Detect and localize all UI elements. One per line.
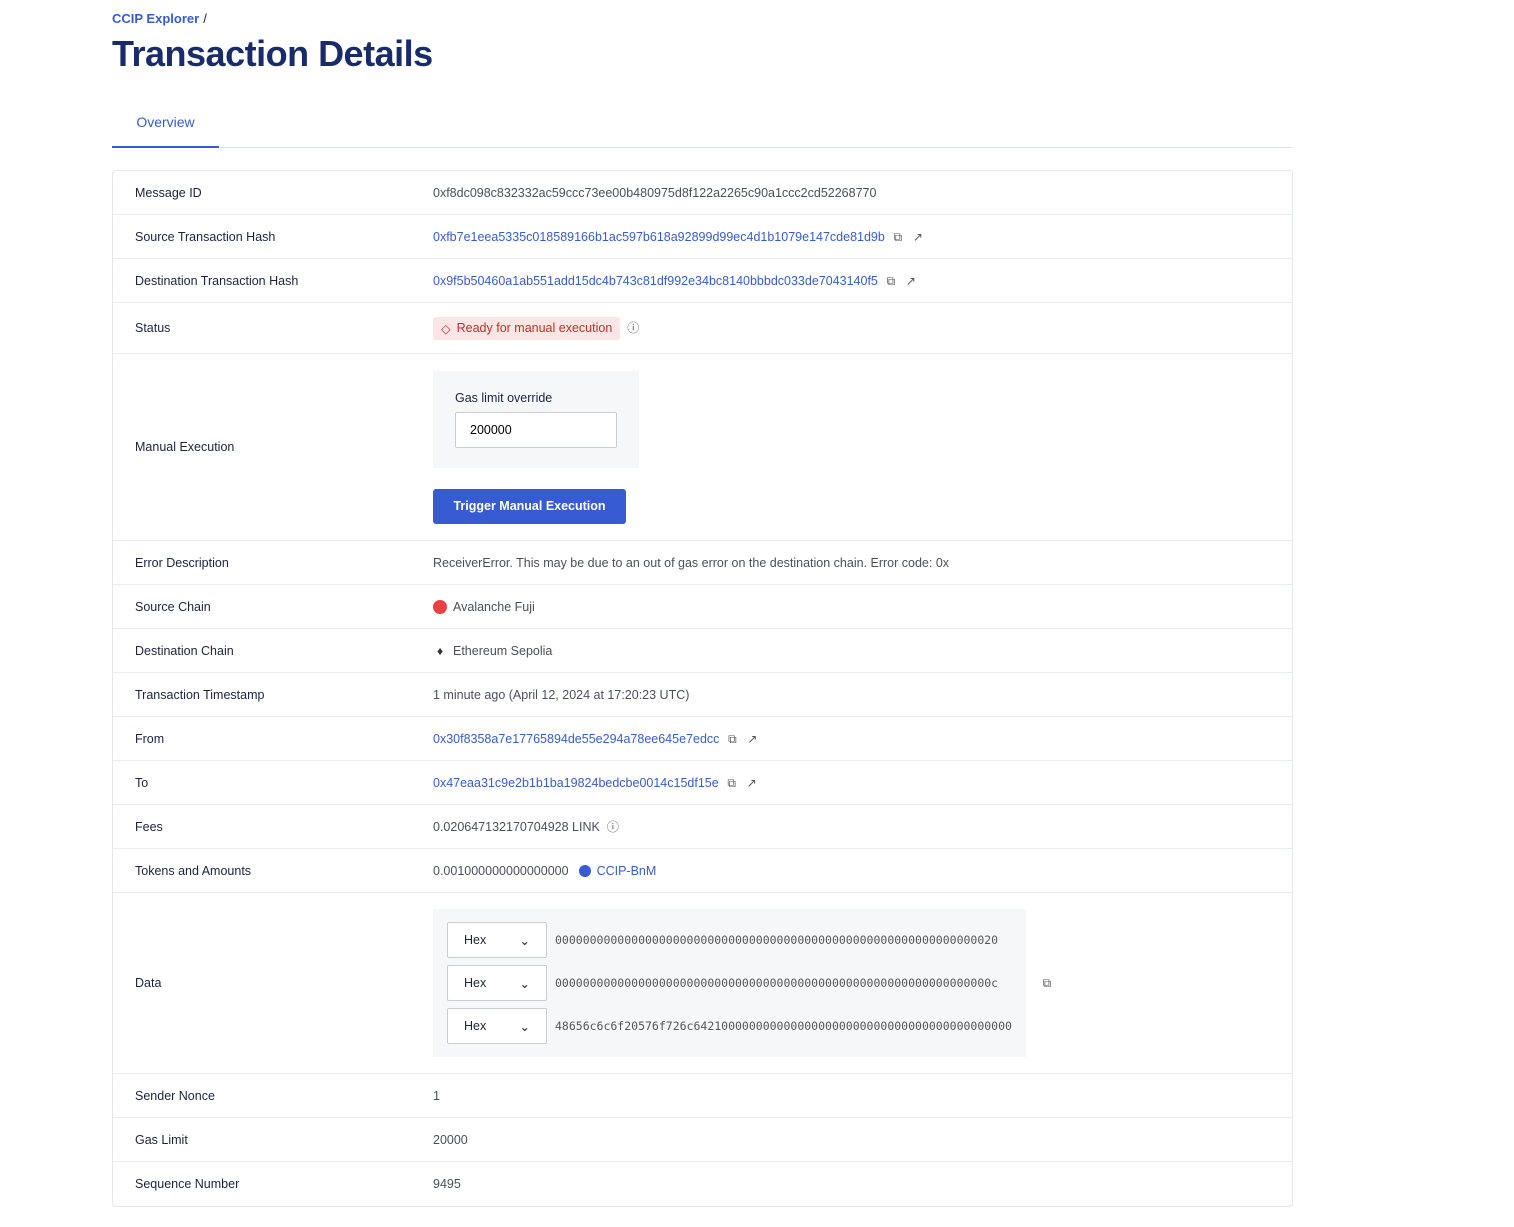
breadcrumb: CCIP Explorer / bbox=[112, 11, 207, 26]
nonce-value: 1 bbox=[433, 1088, 440, 1103]
row-from: From 0x30f8358a7e17765894de55e294a78ee645… bbox=[113, 717, 1292, 761]
from-address-link[interactable]: 0x30f8358a7e17765894de55e294a78ee645e7ed… bbox=[433, 731, 720, 746]
format-value: Hex bbox=[464, 976, 487, 990]
format-value: Hex bbox=[464, 1019, 487, 1033]
data-panel: Hex ⌄ 000000000000000000000000000000000000… bbox=[433, 909, 1026, 1057]
row-nonce: Sender Nonce 1 bbox=[113, 1074, 1292, 1118]
row-dest-chain: Destination Chain ♦ Ethereum Sepolia bbox=[113, 629, 1292, 673]
tab-overview[interactable]: Overview bbox=[112, 100, 219, 148]
row-manual-execution: Manual Execution Gas limit override Trigge… bbox=[113, 354, 1292, 541]
to-address-link[interactable]: 0x47eaa31c9e2b1b1ba19824bedcbe0014c15df1… bbox=[433, 775, 719, 790]
breadcrumb-ccip-explorer[interactable]: CCIP Explorer bbox=[112, 11, 200, 26]
label: Sender Nonce bbox=[135, 1088, 215, 1103]
status-badge: ◇ Ready for manual execution bbox=[433, 316, 621, 340]
chevron-down-icon: ⌄ bbox=[519, 976, 530, 991]
token-amount: 0.001000000000000000 bbox=[433, 863, 569, 878]
info-icon[interactable]: ⓘ bbox=[606, 819, 619, 834]
row-error: Error Description ReceiverError. This may… bbox=[113, 541, 1292, 585]
format-select[interactable]: Hex ⌄ bbox=[447, 1008, 547, 1044]
source-tx-link[interactable]: 0xfb7e1eea5335c018589166b1ac597b618a9289… bbox=[433, 229, 885, 244]
row-message-id: Message ID 0xf8dc098c832332ac59ccc73ee00b… bbox=[113, 171, 1292, 215]
label: Transaction Timestamp bbox=[135, 687, 265, 702]
avalanche-icon bbox=[433, 599, 447, 614]
data-value: 0000000000000000000000000000000000000000… bbox=[555, 933, 999, 947]
label: Message ID bbox=[135, 185, 202, 200]
label: To bbox=[135, 775, 149, 790]
row-to: To 0x47eaa31c9e2b1b1ba19824bedcbe0014c15d… bbox=[113, 761, 1292, 805]
external-link-icon[interactable]: ↗ bbox=[747, 731, 758, 746]
row-dest-tx: Destination Transaction Hash 0x9f5b50460a… bbox=[113, 259, 1292, 303]
breadcrumb-separator: / bbox=[203, 11, 207, 26]
page-title: Transaction Details bbox=[112, 33, 433, 74]
format-value: Hex bbox=[464, 933, 487, 947]
tab-bar: Overview bbox=[112, 100, 1293, 148]
format-select[interactable]: Hex ⌄ bbox=[447, 922, 547, 958]
chevron-down-icon: ⌄ bbox=[519, 1019, 530, 1034]
row-source-tx: Source Transaction Hash 0xfb7e1eea5335c01… bbox=[113, 215, 1292, 259]
data-word: Hex ⌄ 48656c6c6f20576f726c6421000000000000… bbox=[447, 1008, 1012, 1044]
timestamp-value: 1 minute ago (April 12, 2024 at 17:20:23… bbox=[433, 687, 690, 702]
label: Data bbox=[135, 976, 162, 990]
data-word: Hex ⌄ 000000000000000000000000000000000000… bbox=[447, 965, 1012, 1001]
row-tokens: Tokens and Amounts 0.001000000000000000 CC… bbox=[113, 849, 1292, 893]
ethereum-icon: ♦ bbox=[436, 643, 444, 658]
row-sequence: Sequence Number 9495 bbox=[113, 1162, 1292, 1206]
dest-tx-link[interactable]: 0x9f5b50460a1ab551add15dc4b743c81df992e3… bbox=[433, 273, 878, 288]
label: Destination Transaction Hash bbox=[135, 273, 299, 288]
label: Tokens and Amounts bbox=[135, 863, 252, 878]
row-status: Status ◇ Ready for manual execution ⓘ bbox=[113, 303, 1292, 354]
data-value: 48656c6c6f20576f726c64210000000000000000… bbox=[555, 1019, 1012, 1033]
sequence-value: 9495 bbox=[433, 1177, 461, 1191]
row-data: Data Hex ⌄ 0000000000000000000000000000000… bbox=[113, 893, 1292, 1074]
token-link[interactable]: CCIP-BnM bbox=[596, 863, 657, 878]
data-value: 0000000000000000000000000000000000000000… bbox=[555, 976, 999, 990]
format-select[interactable]: Hex ⌄ bbox=[447, 965, 547, 1001]
token-icon bbox=[578, 864, 591, 877]
label: Manual Execution bbox=[135, 440, 235, 454]
copy-icon[interactable]: ⧉ bbox=[1042, 976, 1052, 990]
copy-icon[interactable]: ⧉ bbox=[893, 229, 903, 244]
dest-chain-value: Ethereum Sepolia bbox=[453, 643, 553, 658]
source-chain-value: Avalanche Fuji bbox=[453, 599, 535, 614]
label: Source Transaction Hash bbox=[135, 229, 276, 244]
external-link-icon[interactable]: ↗ bbox=[912, 229, 923, 244]
data-word: Hex ⌄ 000000000000000000000000000000000000… bbox=[447, 922, 1012, 958]
label: From bbox=[135, 731, 165, 746]
copy-icon[interactable]: ⧉ bbox=[727, 775, 736, 790]
label: Source Chain bbox=[135, 599, 211, 614]
row-fees: Fees 0.020647132170704928 LINK ⓘ bbox=[113, 805, 1292, 849]
row-timestamp: Transaction Timestamp 1 minute ago (April… bbox=[113, 673, 1292, 717]
gas-limit-value: 20000 bbox=[433, 1132, 468, 1147]
copy-icon[interactable]: ⧉ bbox=[728, 731, 737, 746]
label: Sequence Number bbox=[135, 1177, 240, 1191]
row-source-chain: Source Chain Avalanche Fuji bbox=[113, 585, 1292, 629]
row-gas-limit: Gas Limit 20000 bbox=[113, 1118, 1292, 1162]
label: Gas Limit bbox=[135, 1132, 188, 1147]
external-link-icon[interactable]: ↗ bbox=[905, 273, 916, 288]
error-value: ReceiverError. This may be due to an out… bbox=[433, 555, 950, 570]
label: Error Description bbox=[135, 555, 229, 570]
info-icon[interactable]: ⓘ bbox=[627, 321, 640, 335]
label: Status bbox=[135, 321, 171, 335]
warning-icon: ◇ bbox=[441, 321, 451, 336]
copy-icon[interactable]: ⧉ bbox=[886, 273, 896, 288]
label: Destination Chain bbox=[135, 643, 234, 658]
trigger-manual-execution-button[interactable]: Trigger Manual Execution bbox=[433, 488, 626, 524]
label: Fees bbox=[135, 819, 163, 834]
chevron-down-icon: ⌄ bbox=[519, 933, 530, 948]
fees-value: 0.020647132170704928 LINK bbox=[433, 819, 600, 834]
gas-limit-label: Gas limit override bbox=[455, 390, 553, 405]
message-id-value: 0xf8dc098c832332ac59ccc73ee00b480975d8f1… bbox=[433, 185, 877, 200]
gas-limit-input[interactable] bbox=[455, 411, 617, 448]
status-text: Ready for manual execution bbox=[456, 321, 613, 335]
gas-override-panel: Gas limit override bbox=[433, 370, 639, 468]
details-card: Message ID 0xf8dc098c832332ac59ccc73ee00b… bbox=[112, 170, 1293, 1207]
external-link-icon[interactable]: ↗ bbox=[746, 775, 757, 790]
